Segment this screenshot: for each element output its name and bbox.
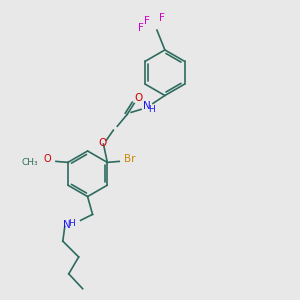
Text: N: N	[63, 220, 71, 230]
Text: F: F	[159, 13, 165, 23]
Text: F: F	[144, 16, 150, 26]
Text: N: N	[143, 101, 151, 111]
Text: H: H	[148, 105, 155, 114]
Text: O: O	[43, 154, 51, 164]
Text: O: O	[98, 138, 106, 148]
Text: F: F	[138, 23, 144, 33]
Text: Br: Br	[124, 154, 136, 164]
Text: O: O	[134, 94, 142, 103]
Text: H: H	[68, 219, 75, 228]
Text: CH₃: CH₃	[22, 158, 38, 167]
